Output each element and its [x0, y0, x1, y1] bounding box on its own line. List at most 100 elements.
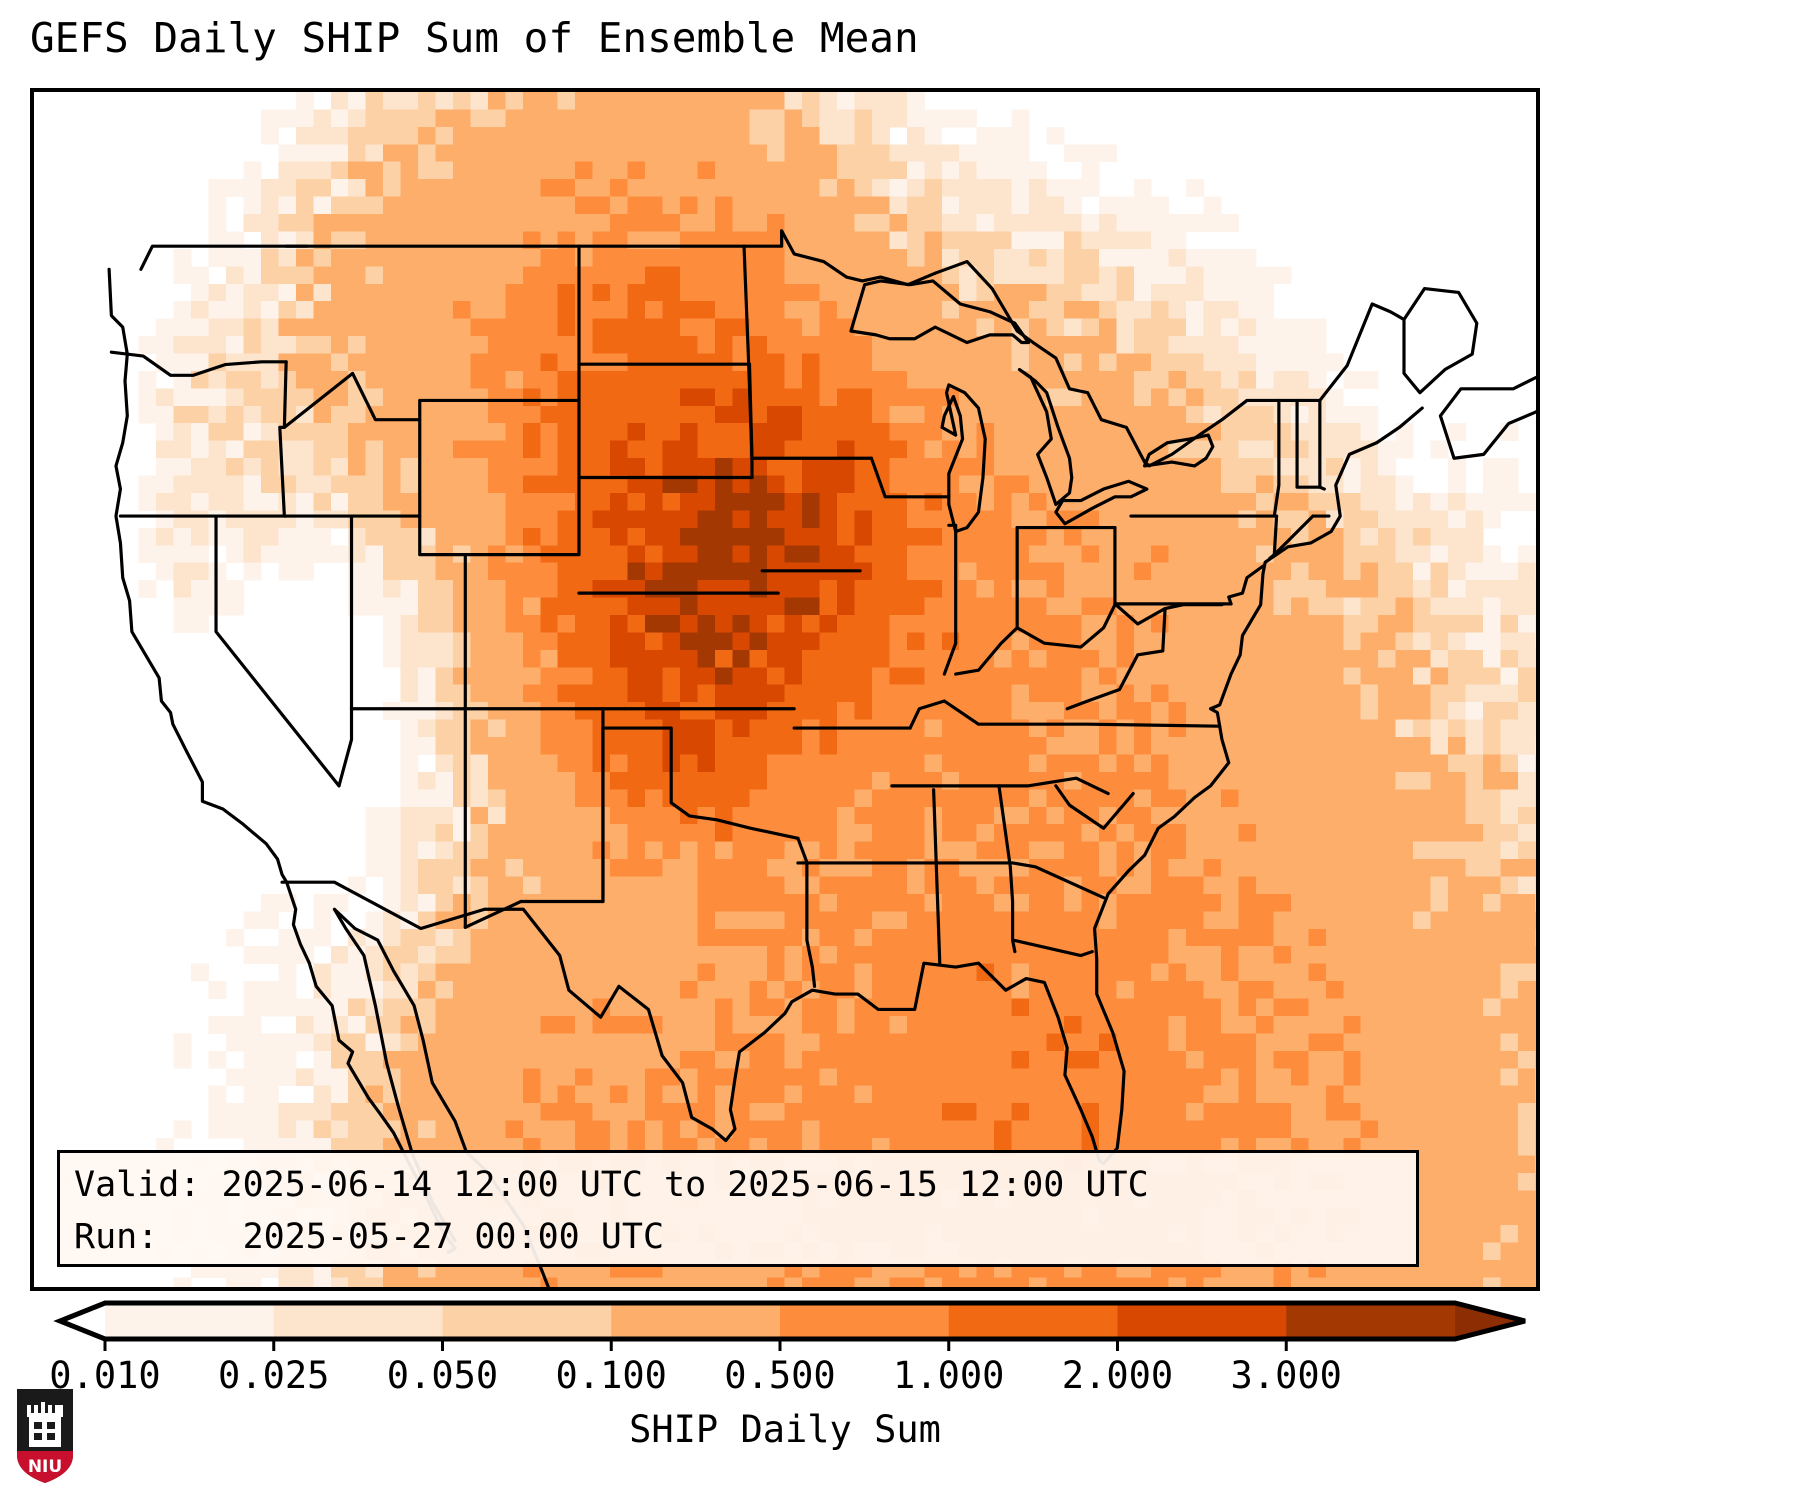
- grid-cell: [1098, 1050, 1117, 1069]
- grid-cell: [295, 92, 314, 110]
- grid-cell: [1098, 336, 1117, 354]
- grid-cell: [1308, 318, 1327, 337]
- grid-cell: [1395, 824, 1414, 843]
- grid-cell: [1500, 893, 1519, 912]
- grid-cell: [470, 92, 489, 110]
- grid-cell: [173, 614, 192, 633]
- grid-cell: [487, 963, 506, 982]
- grid-cell: [837, 248, 855, 267]
- grid-cell: [924, 336, 943, 354]
- grid-cell: [400, 179, 419, 198]
- grid-cell: [1081, 1277, 1100, 1287]
- grid-cell: [1081, 963, 1100, 982]
- grid-cell: [1029, 771, 1047, 790]
- grid-cell: [418, 806, 436, 825]
- grid-cell: [679, 911, 698, 930]
- grid-cell: [400, 423, 419, 442]
- grid-cell: [557, 562, 576, 581]
- grid-cell: [819, 214, 838, 232]
- grid-cell: [1238, 318, 1257, 337]
- grid-cell: [1168, 214, 1187, 232]
- grid-cell: [1221, 789, 1239, 808]
- grid-cell: [749, 684, 768, 703]
- grid-cell: [295, 545, 314, 564]
- border-path: [849, 279, 1031, 345]
- grid-cell: [1238, 458, 1257, 476]
- grid-cell: [487, 1277, 506, 1287]
- grid-cell: [959, 946, 978, 965]
- grid-cell: [435, 336, 454, 354]
- grid-cell: [871, 109, 890, 128]
- grid-cell: [627, 702, 646, 721]
- grid-cell: [610, 806, 628, 825]
- grid-cell: [1290, 771, 1309, 790]
- grid-cell: [487, 1085, 506, 1104]
- grid-cell: [1360, 719, 1379, 738]
- grid-cell: [1098, 719, 1117, 738]
- grid-cell: [1413, 911, 1432, 930]
- grid-cell: [1308, 806, 1327, 825]
- grid-cell: [662, 562, 681, 581]
- grid-cell: [452, 893, 471, 912]
- grid-cell: [1465, 1033, 1484, 1052]
- grid-cell: [522, 754, 541, 773]
- grid-cell: [1133, 370, 1152, 389]
- grid-cell: [924, 1103, 943, 1122]
- grid-cell: [679, 336, 698, 354]
- grid-cell: [1238, 440, 1257, 459]
- grid-cell: [819, 841, 838, 860]
- grid-cell: [802, 231, 821, 250]
- grid-cell: [1378, 458, 1397, 476]
- grid-cell: [1203, 301, 1222, 320]
- grid-cell: [452, 667, 471, 686]
- grid-cell: [208, 981, 227, 999]
- grid-cell: [662, 440, 681, 459]
- grid-cell: [1308, 1068, 1327, 1087]
- grid-cell: [470, 283, 489, 302]
- grid-cell: [1482, 632, 1501, 651]
- grid-cell: [644, 353, 663, 372]
- grid-cell: [1255, 893, 1274, 912]
- grid-cell: [1133, 963, 1152, 982]
- grid-cell: [470, 981, 489, 999]
- grid-cell: [819, 179, 838, 198]
- grid-cell: [348, 440, 367, 459]
- grid-cell: [1290, 1085, 1309, 1104]
- grid-cell: [1081, 1068, 1100, 1087]
- grid-cell: [1011, 684, 1030, 703]
- grid-cell: [1098, 458, 1117, 476]
- grid-cell: [732, 702, 751, 721]
- grid-cell: [575, 963, 594, 982]
- grid-cell: [1413, 771, 1432, 790]
- grid-cell: [994, 179, 1013, 198]
- grid-cell: [1360, 841, 1379, 860]
- grid-cell: [1517, 981, 1536, 999]
- grid-cell: [994, 475, 1013, 494]
- grid-cell: [1168, 981, 1187, 999]
- grid-cell: [854, 440, 873, 459]
- grid-cell: [1221, 928, 1239, 947]
- grid-cell: [1098, 266, 1117, 285]
- grid-cell: [400, 301, 419, 320]
- grid-cell: [540, 336, 559, 354]
- grid-cell: [1378, 492, 1397, 511]
- grid-cell: [941, 841, 960, 860]
- grid-cell: [1203, 196, 1222, 215]
- grid-cell: [714, 527, 733, 546]
- grid-cell: [644, 789, 663, 808]
- grid-cell: [1011, 963, 1030, 982]
- grid-cell: [1029, 580, 1047, 599]
- grid-cell: [1238, 789, 1257, 808]
- grid-cell: [610, 179, 628, 198]
- grid-cell: [400, 196, 419, 215]
- grid-cell: [1186, 318, 1205, 337]
- grid-cell: [348, 458, 367, 476]
- grid-cell: [767, 318, 786, 337]
- grid-cell: [871, 336, 890, 354]
- grid-cell: [540, 876, 559, 895]
- grid-cell: [784, 161, 803, 180]
- grid-cell: [679, 1277, 698, 1287]
- grid-cell: [784, 1277, 803, 1287]
- grid-cell: [662, 946, 681, 965]
- grid-cell: [226, 928, 244, 947]
